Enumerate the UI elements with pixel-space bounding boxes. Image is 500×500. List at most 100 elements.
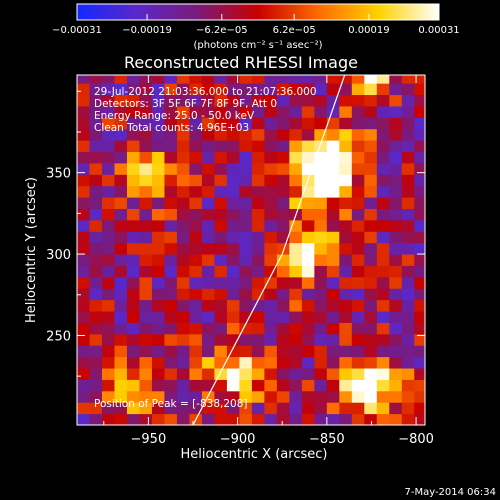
heatmap-cell	[151, 413, 165, 425]
heatmap-cell	[364, 231, 378, 244]
heatmap-cell	[226, 117, 240, 130]
heatmap-cell	[151, 174, 165, 187]
heatmap-cell	[126, 276, 140, 289]
heatmap-cell	[151, 197, 165, 209]
heatmap-cell	[339, 128, 353, 141]
heatmap-cell	[289, 379, 303, 392]
heatmap-cell	[164, 276, 178, 289]
heatmap-cell	[189, 94, 203, 107]
heatmap-cell	[139, 413, 153, 425]
heatmap-cell	[151, 117, 165, 130]
heatmap-cell	[364, 379, 378, 392]
heatmap-cell	[126, 231, 140, 244]
heatmap-cell	[201, 242, 215, 255]
heatmap-cell	[101, 117, 115, 130]
heatmap-cell	[89, 242, 103, 255]
heatmap-cell	[151, 333, 165, 346]
heatmap-cell	[389, 117, 403, 130]
heatmap-cell	[176, 94, 190, 107]
heatmap-cell	[126, 402, 140, 415]
heatmap-cell	[276, 402, 290, 415]
heatmap-cell	[264, 413, 278, 425]
heatmap-cell	[226, 345, 240, 358]
heatmap-cell	[289, 174, 303, 187]
heatmap-cell	[376, 356, 390, 369]
heatmap-cell	[101, 242, 115, 255]
heatmap-cell	[376, 311, 390, 323]
heatmap-cell	[226, 83, 240, 96]
heatmap-cell	[414, 140, 425, 153]
heatmap-cell	[214, 333, 228, 346]
heatmap-cell	[139, 162, 153, 175]
heatmap-cell	[414, 333, 425, 346]
heatmap-cell	[301, 356, 315, 369]
heatmap-cell	[414, 379, 425, 392]
heatmap-cell	[239, 368, 253, 380]
heatmap-cell	[126, 368, 140, 380]
heatmap-cell	[89, 83, 103, 96]
heatmap-cell	[389, 333, 403, 346]
heatmap-cell	[226, 242, 240, 255]
heatmap-cell	[201, 322, 215, 335]
heatmap-cell	[276, 128, 290, 141]
heatmap-cell	[376, 299, 390, 312]
heatmap-cell	[264, 162, 278, 175]
heatmap-cell	[189, 322, 203, 335]
heatmap-cell	[139, 356, 153, 369]
heatmap-cell	[101, 356, 115, 369]
heatmap-cell	[176, 311, 190, 323]
heatmap-cell	[114, 276, 128, 289]
heatmap-cell	[339, 322, 353, 335]
heatmap-cell	[164, 288, 178, 301]
heatmap-cell	[114, 197, 128, 209]
heatmap-cell	[126, 197, 140, 209]
heatmap-cell	[389, 83, 403, 96]
heatmap-cell	[164, 368, 178, 380]
heatmap-cell	[364, 94, 378, 107]
heatmap-cell	[214, 299, 228, 312]
heatmap-cell	[364, 413, 378, 425]
footer-date: 7-May-2014 06:34	[404, 487, 496, 498]
heatmap-cell	[339, 333, 353, 346]
heatmap-cell	[151, 242, 165, 255]
heatmap-cell	[151, 311, 165, 323]
heatmap-cell	[414, 322, 425, 335]
heatmap-cell	[351, 117, 365, 130]
heatmap-cell	[401, 402, 415, 415]
heatmap-cell	[164, 322, 178, 335]
heatmap-cell	[176, 254, 190, 266]
heatmap-cell	[301, 322, 315, 335]
heatmap-cell	[101, 254, 115, 266]
heatmap-cell	[189, 83, 203, 96]
heatmap-cell	[414, 197, 425, 209]
colorbar-tick-label: 0.00019	[348, 25, 389, 36]
solar-limb-line	[192, 75, 346, 425]
heatmap-cell	[401, 117, 415, 130]
heatmap-cell	[239, 151, 253, 164]
heatmap-cell	[89, 311, 103, 323]
heatmap-cell	[314, 322, 328, 335]
heatmap-cell	[301, 83, 315, 96]
heatmap-cell	[326, 197, 340, 209]
heatmap-cell	[376, 219, 390, 232]
heatmap-cell	[226, 368, 240, 380]
heatmap-cell	[126, 83, 140, 96]
heatmap-cell	[301, 151, 315, 164]
heatmap-cell	[101, 299, 115, 312]
heatmap-cell	[314, 83, 328, 96]
heatmap-cell	[101, 345, 115, 358]
heatmap-cell	[77, 83, 90, 96]
heatmap-cell	[351, 105, 365, 118]
annotation-clean-counts: Clean Total counts: 4.96E+03	[94, 122, 249, 134]
heatmap-cell	[101, 75, 115, 84]
heatmap-cell	[164, 140, 178, 153]
heatmap-cell	[77, 117, 90, 130]
heatmap-cell	[276, 311, 290, 323]
heatmap-cell	[89, 140, 103, 153]
heatmap-cell	[139, 265, 153, 278]
heatmap-cell	[189, 117, 203, 130]
heatmap-cell	[214, 356, 228, 369]
heatmap-cell	[276, 379, 290, 392]
heatmap-cell	[251, 128, 265, 141]
heatmap-cell	[139, 128, 153, 141]
